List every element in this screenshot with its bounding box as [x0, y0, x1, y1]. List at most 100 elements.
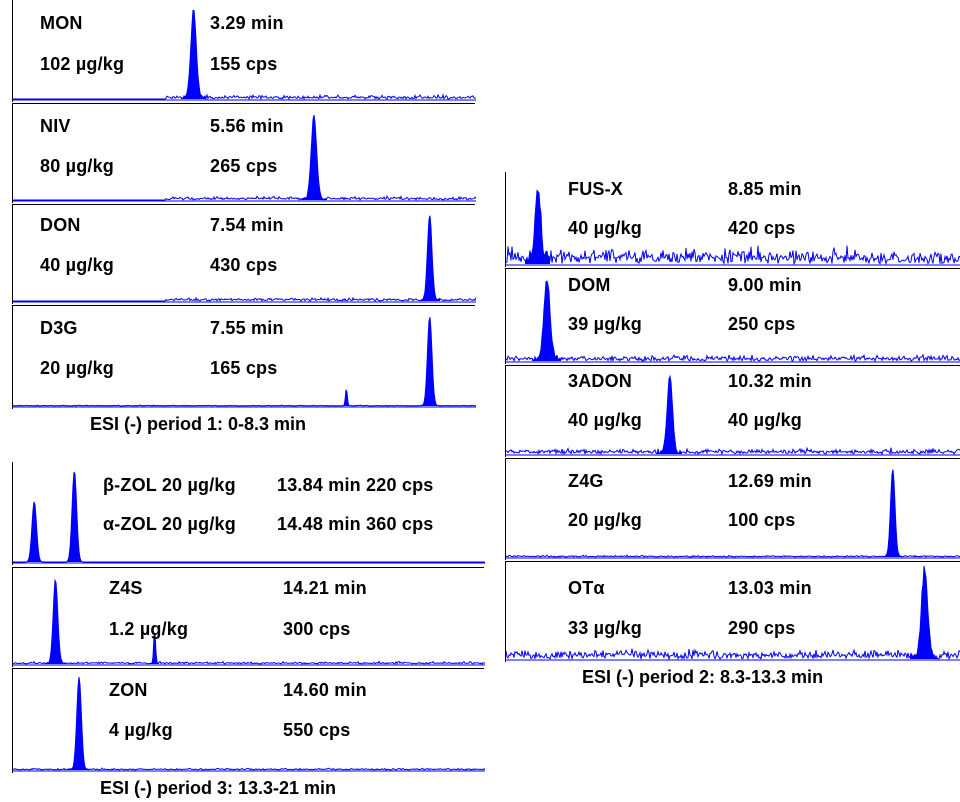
panel-divider	[12, 305, 475, 306]
signal-line-d3g	[13, 317, 476, 407]
retention-time-label: 14.21 min	[283, 578, 367, 598]
chromatogram-z4g: Z4G 20 µg/kg 12.69 min 100 cps	[505, 459, 960, 560]
peak-z4s-0	[45, 580, 66, 664]
signal-line-z4g	[506, 469, 960, 558]
trace-zol	[13, 471, 485, 564]
panel-divider	[505, 365, 960, 366]
trace-fusx	[506, 189, 960, 266]
trace-z4g	[506, 469, 960, 559]
intensity-label: 290 cps	[728, 618, 796, 638]
intensity-label: 100 cps	[728, 510, 796, 530]
retention-time-label: 5.56 min	[210, 116, 284, 136]
peak-ota-0	[910, 566, 939, 659]
concentration-label: 40 µg/kg	[40, 255, 114, 275]
peak-d3g-1	[342, 389, 351, 406]
trace-dom	[506, 280, 960, 363]
analyte-label: MON	[40, 13, 83, 33]
analyte-label: Z4S	[109, 578, 143, 598]
chromatogram-don: DON 40 µg/kg 7.54 min 430 cps	[12, 205, 476, 304]
peak-z4g-0	[882, 469, 903, 557]
analyte-label: NIV	[40, 116, 71, 136]
chromatogram-3adon: 3ADON 40 µg/kg 10.32 min 40 µg/kg	[505, 366, 960, 457]
retention-time-label: 10.32 min	[728, 371, 812, 391]
analyte-label: Z4G	[568, 471, 604, 491]
concentration-label: 20 µg/kg	[40, 358, 114, 378]
chromatogram-z4s: Z4S 1.2 µg/kg 14.21 min 300 cps	[12, 568, 485, 667]
analyte-label: β-ZOL 20 µg/kg	[103, 475, 236, 495]
concentration-label: 80 µg/kg	[40, 156, 114, 176]
retention-time-label: 8.85 min	[728, 179, 802, 199]
intensity-label: 430 cps	[210, 255, 278, 275]
analyte-label: DON	[40, 215, 81, 235]
peak-d3g-0	[419, 317, 440, 406]
peak-don-0	[419, 215, 440, 301]
trace-z4s	[13, 578, 485, 666]
intensity-label: 265 cps	[210, 156, 278, 176]
concentration-label: 40 µg/kg	[568, 410, 642, 430]
concentration-label: 39 µg/kg	[568, 314, 642, 334]
signal-line-dom	[506, 280, 960, 363]
panel-divider	[12, 668, 484, 669]
peak-fusx-0	[525, 190, 550, 264]
intensity-label: 250 cps	[728, 314, 796, 334]
signal-line-ota	[506, 565, 960, 661]
analyte-label: 3ADON	[568, 371, 633, 391]
analyte-label: FUS-X	[568, 179, 623, 199]
panel-divider	[505, 561, 960, 562]
panel-divider	[12, 567, 484, 568]
retention-time-label: 13.03 min	[728, 578, 812, 598]
intensity-label: 550 cps	[283, 720, 351, 740]
concentration-label: 1.2 µg/kg	[109, 619, 189, 639]
signal-line-niv	[13, 114, 476, 201]
concentration-label: 20 µg/kg	[568, 510, 642, 530]
chromatogram-niv: NIV 80 µg/kg 5.56 min 265 cps	[12, 104, 476, 203]
trace-mon	[13, 9, 476, 101]
trace-don	[13, 215, 476, 303]
chromatogram-d3g: D3G 20 µg/kg 7.55 min 165 cps	[12, 306, 476, 409]
peak-dom-0	[532, 281, 561, 361]
signal-line-zon	[13, 677, 485, 771]
chromatogram-dom: DOM 39 µg/kg 9.00 min 250 cps	[505, 269, 960, 364]
retention-info-label: 13.84 min 220 cps	[277, 475, 434, 495]
peak-niv-0	[301, 115, 327, 200]
intensity-label: 300 cps	[283, 619, 351, 639]
period-3-caption: ESI (-) period 3: 13.3-21 min	[100, 778, 337, 798]
signal-line-zol	[13, 471, 485, 563]
signal-line-don	[13, 215, 476, 302]
signal-line-z4s	[13, 578, 485, 665]
signal-line-adon	[506, 374, 960, 456]
signal-line-fusx	[506, 189, 960, 266]
analyte-label: D3G	[40, 318, 78, 338]
chromatogram-ota: OTα 33 µg/kg 13.03 min 290 cps	[505, 562, 960, 662]
peak-zon-0	[68, 677, 90, 770]
intensity-label: 165 cps	[210, 358, 278, 378]
signal-line-mon	[13, 9, 476, 101]
chromatogram-fusx: FUS-X 40 µg/kg 8.85 min 420 cps	[505, 172, 960, 267]
analyte-label: ZON	[109, 680, 148, 700]
retention-time-label: 14.60 min	[283, 680, 367, 700]
chromatogram-zol: β-ZOL 20 µg/kg α-ZOL 20 µg/kg 13.84 min …	[12, 462, 485, 565]
period-2-caption: ESI (-) period 2: 8.3-13.3 min	[582, 667, 824, 687]
retention-time-label: 7.55 min	[210, 318, 284, 338]
chromatogram-mon: MON 102 µg/kg 3.29 min 155 cps	[12, 0, 476, 102]
intensity-label: 40 µg/kg	[728, 410, 802, 430]
peak-adon-0	[657, 376, 682, 454]
intensity-label: 420 cps	[728, 218, 796, 238]
peak-zol-1	[63, 472, 85, 562]
analyte-label: DOM	[568, 275, 611, 295]
chromatogram-zon: ZON 4 µg/kg 14.60 min 550 cps	[12, 669, 485, 773]
trace-ota	[506, 565, 960, 661]
panel-divider	[505, 268, 960, 269]
concentration-label: 102 µg/kg	[40, 54, 125, 74]
retention-time-label: 3.29 min	[210, 13, 284, 33]
retention-time-label: 7.54 min	[210, 215, 284, 235]
peak-z4s-1	[150, 633, 159, 664]
panel-divider	[505, 458, 960, 459]
concentration-label: 33 µg/kg	[568, 618, 642, 638]
intensity-label: 155 cps	[210, 54, 278, 74]
period-1-caption: ESI (-) period 1: 0-8.3 min	[90, 414, 307, 434]
panel-divider	[12, 103, 475, 104]
retention-time-label: 12.69 min	[728, 471, 812, 491]
analyte-label: OTα	[568, 578, 605, 598]
analyte-label: α-ZOL 20 µg/kg	[103, 514, 236, 534]
